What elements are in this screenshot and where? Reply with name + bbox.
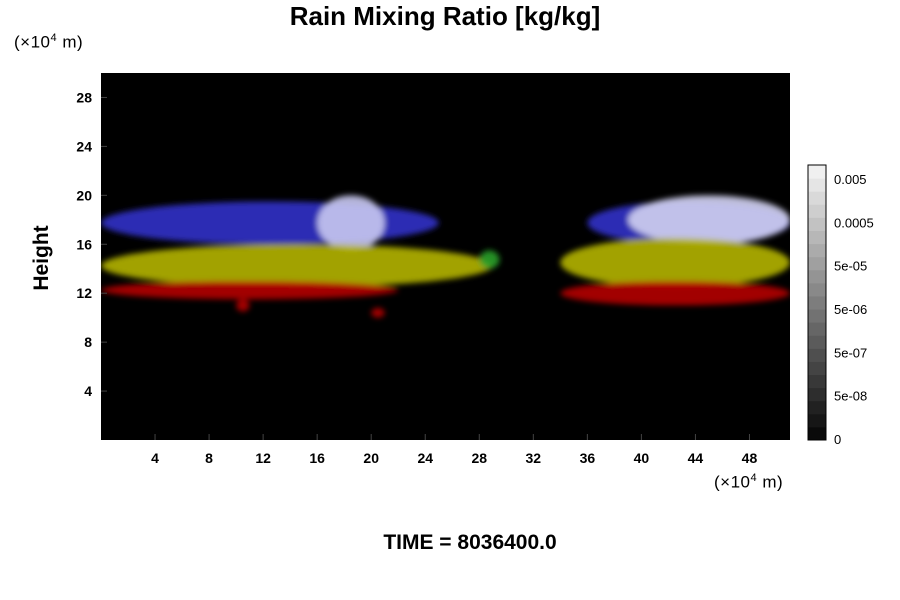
- colorbar-label: 5e-07: [834, 345, 867, 360]
- field-region-upper-1: [317, 195, 385, 251]
- x-unit-exponent: 4: [750, 472, 758, 484]
- time-stamp: TIME = 8036400.0: [383, 531, 557, 554]
- y-unit-exponent: 4: [50, 32, 58, 44]
- field-region-lower-7: [101, 280, 399, 300]
- field-region-lower-10: [371, 307, 385, 318]
- colorbar-label: 0: [834, 432, 841, 447]
- colorbar-swatch: [808, 191, 826, 205]
- colorbar-swatch: [808, 361, 826, 376]
- x-tick-label: 24: [417, 450, 433, 466]
- field-regions: [101, 195, 790, 318]
- field-region-lower-8: [560, 280, 790, 306]
- colorbar-label: 0.0005: [834, 215, 874, 230]
- chart-title: Rain Mixing Ratio [kg/kg]: [289, 1, 601, 31]
- colorbar-swatch: [808, 348, 826, 362]
- x-tick-label: 48: [742, 450, 758, 466]
- colorbar-swatch: [808, 204, 826, 218]
- field-region-lower-9: [236, 299, 250, 312]
- x-tick-label: 44: [688, 450, 704, 466]
- field-region-middle-4: [101, 244, 493, 288]
- x-unit-suffix: m): [757, 472, 784, 492]
- colorbar-swatch: [808, 178, 826, 192]
- y-unit-suffix: m): [57, 32, 84, 52]
- x-tick-label: 4: [151, 450, 159, 466]
- y-tick-label: 20: [76, 187, 92, 203]
- colorbar-label: 5e-05: [834, 259, 867, 274]
- x-tick-label: 16: [309, 450, 325, 466]
- colorbar-swatch: [808, 217, 826, 231]
- colorbar-swatch: [808, 374, 826, 389]
- x-tick-label: 32: [526, 450, 542, 466]
- field-region-middle-6: [479, 250, 500, 269]
- colorbar-label: 0.005: [834, 172, 867, 187]
- colorbar-label: 5e-08: [834, 389, 867, 404]
- y-tick-label: 4: [84, 383, 92, 399]
- colorbar-swatch: [808, 295, 826, 310]
- x-tick-label: 8: [205, 450, 213, 466]
- x-tick-label: 28: [471, 450, 487, 466]
- colorbar-swatch: [808, 322, 826, 336]
- colorbar-swatch: [808, 269, 826, 284]
- colorbar-swatch: [808, 230, 826, 245]
- y-tick-label: 28: [76, 89, 92, 105]
- x-unit-prefix: (×10: [714, 472, 751, 492]
- colorbar-swatch: [808, 256, 826, 271]
- field-region-upper-0: [101, 201, 439, 245]
- colorbar-swatch: [808, 426, 826, 441]
- colorbar-swatch: [808, 335, 826, 349]
- colorbar-frame: [807, 164, 827, 441]
- x-tick-label: 12: [255, 450, 271, 466]
- x-tick-label: 40: [634, 450, 650, 466]
- colorbar-swatch: [808, 165, 826, 179]
- colorbar-swatch: [808, 309, 826, 323]
- y-tick-label: 8: [84, 334, 92, 350]
- colorbar-swatch: [808, 387, 826, 402]
- x-axis-unit: (×104 m): [714, 472, 783, 493]
- x-tick-label: 36: [580, 450, 596, 466]
- colorbar-swatch: [808, 413, 826, 428]
- y-unit-prefix: (×10: [14, 32, 51, 52]
- field-region-upper-3: [627, 195, 790, 245]
- y-tick-label: 16: [76, 236, 92, 252]
- y-axis: 4 8 12 16 20 24 28: [76, 89, 107, 399]
- x-tick-label: 20: [363, 450, 379, 466]
- y-axis-unit: (×104 m): [14, 32, 83, 53]
- colorbar: 0.005 0.0005 5e-05 5e-06 5e-07 5e-08 0: [807, 164, 874, 447]
- colorbar-swatch: [808, 243, 826, 258]
- field-region-middle-5: [560, 238, 790, 288]
- y-tick-label: 12: [76, 285, 92, 301]
- y-tick-label: 24: [76, 138, 92, 154]
- colorbar-label: 5e-06: [834, 302, 867, 317]
- x-axis: 4 8 12 16 20 24 28 32 36 40 44 48: [151, 434, 757, 466]
- colorbar-swatch: [808, 400, 826, 415]
- colorbar-swatch: [808, 282, 826, 297]
